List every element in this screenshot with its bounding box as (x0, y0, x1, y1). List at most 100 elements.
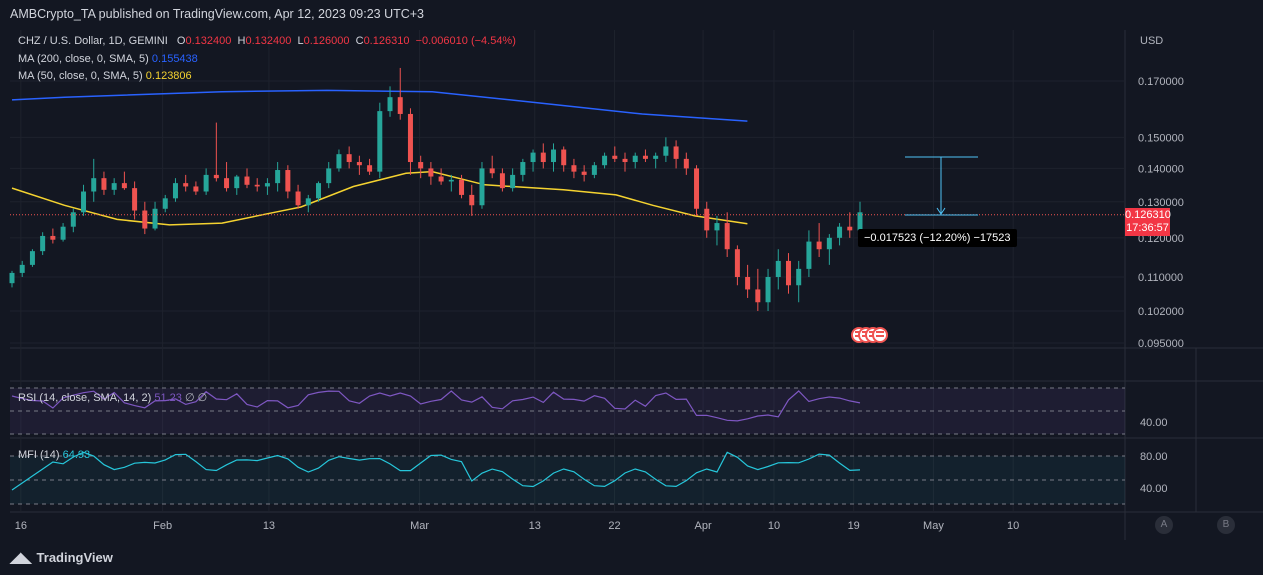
time-tick-label: 10 (768, 520, 780, 532)
close-label: C (355, 35, 364, 47)
rsi-line (11, 390, 861, 422)
candle-body (459, 179, 465, 195)
candle-body (847, 226, 853, 231)
ma50-value: 0.123806 (145, 70, 192, 82)
ma200-line (11, 89, 748, 122)
candle-body (540, 152, 546, 163)
mfi-tick-label: 40.00 (1140, 483, 1168, 495)
candle-body (418, 162, 424, 169)
open-label: O (176, 35, 186, 47)
candle-body (224, 178, 230, 189)
candle-body (755, 289, 761, 303)
ma50-legend[interactable]: MA (50, close, 0, SMA, 5) 0.123806 (18, 70, 192, 82)
measure-arrow-head (936, 207, 946, 215)
candle-body (653, 155, 659, 159)
candle-body (9, 272, 15, 284)
us-event-flag-stripe (876, 331, 884, 333)
candle-body (326, 168, 332, 184)
mfi-legend[interactable]: MFI (14) 64.93 (18, 449, 90, 461)
high-value: 0.132400 (245, 35, 292, 47)
candle-body (377, 111, 383, 172)
mfi-label: MFI (14) (18, 449, 60, 461)
ma50-label: MA (50, close, 0, SMA, 5) (18, 70, 143, 82)
price-tick-label: 0.130000 (1138, 197, 1184, 209)
candle-body (305, 198, 311, 206)
candle-body (91, 178, 97, 192)
candle-body (70, 212, 76, 227)
high-label: H (237, 35, 246, 47)
symbol-name[interactable]: CHZ / U.S. Dollar, 1D, GEMINI (18, 35, 168, 47)
candle-body (244, 176, 250, 185)
candle-body (60, 226, 66, 240)
candle-body (622, 158, 628, 163)
candle-body (612, 155, 618, 159)
candle-body (816, 241, 822, 250)
candle-body (285, 170, 291, 192)
low-label: L (297, 35, 304, 47)
price-axis-unit: USD (1140, 35, 1163, 47)
candle-body (346, 154, 352, 163)
candle-body (785, 260, 791, 286)
candle-body (571, 165, 577, 172)
candle-body (193, 186, 199, 192)
candle-body (510, 174, 516, 189)
time-tick-label: Feb (153, 520, 172, 532)
candle-body (254, 184, 260, 187)
candle-body (111, 183, 117, 190)
candle-body (489, 168, 495, 174)
candle-body (275, 170, 281, 184)
low-value: 0.126000 (303, 35, 350, 47)
us-event-flag-stripe (876, 335, 884, 337)
footer-brand[interactable]: ◢◣ TradingView (10, 549, 113, 566)
mfi-tick-label: 80.00 (1140, 451, 1168, 463)
candle-body (550, 149, 556, 163)
candle-body (530, 152, 536, 163)
mfi-value: 64.93 (62, 449, 91, 461)
candle-body (397, 97, 403, 114)
time-tick-label: 13 (263, 520, 275, 532)
candle-body (724, 223, 730, 250)
brand-name: TradingView (36, 550, 113, 565)
candle-body (469, 194, 475, 206)
candle-body (704, 208, 710, 231)
candle-body (367, 165, 373, 172)
tradingview-logo-icon: ◢◣ (10, 549, 32, 565)
bar-countdown: 17:36:57 (1126, 222, 1169, 234)
time-tick-label: May (923, 520, 944, 532)
auto-scale-button[interactable]: A (1155, 516, 1173, 534)
candle-body (162, 198, 168, 209)
candle-body (673, 146, 679, 159)
candle-body (806, 241, 812, 269)
time-tick-label: 16 (15, 520, 27, 532)
price-tick-label: 0.102000 (1138, 306, 1184, 318)
candle-body (121, 183, 127, 189)
candle-body (29, 251, 35, 265)
candle-body (234, 176, 240, 189)
candle-body (203, 174, 209, 192)
candle-body (520, 162, 526, 175)
candle-body (213, 174, 219, 179)
candle-body (356, 162, 362, 166)
candle-body (438, 176, 444, 182)
measure-tooltip: −0.017523 (−12.20%) −17523 (858, 229, 1017, 247)
candle-body (172, 183, 178, 199)
log-scale-button[interactable]: B (1217, 516, 1235, 534)
candle-body (714, 223, 720, 231)
rsi-extra: ∅ ∅ (184, 392, 208, 404)
candle-body (663, 146, 669, 156)
candle-body (152, 208, 158, 229)
candle-body (775, 260, 781, 277)
rsi-legend[interactable]: RSI (14, close, SMA, 14, 2) 51.23 ∅ ∅ (18, 391, 207, 404)
price-tick-label: 0.110000 (1138, 272, 1183, 284)
candle-body (142, 210, 148, 229)
time-tick-label: 13 (529, 520, 541, 532)
rsi-value: 51.23 (154, 392, 182, 404)
candle-body (428, 168, 434, 177)
candle-body (264, 183, 270, 187)
candle-body (183, 183, 189, 187)
candle-body (561, 149, 567, 166)
price-tick-label: 0.150000 (1138, 132, 1184, 144)
ma200-legend[interactable]: MA (200, close, 0, SMA, 5) 0.155438 (18, 53, 198, 65)
time-tick-label: 19 (848, 520, 860, 532)
